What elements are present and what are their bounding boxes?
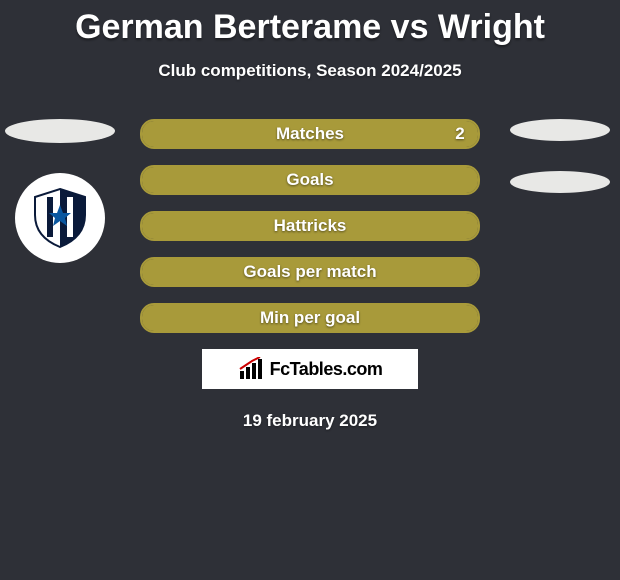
player-avatar-right-1 xyxy=(510,119,610,141)
bar-label: Goals per match xyxy=(142,259,478,285)
bar-right-value: 2 xyxy=(442,121,478,147)
bar-label: Hattricks xyxy=(142,213,478,239)
bar-right-value xyxy=(442,213,478,239)
player-avatar-left xyxy=(5,119,115,143)
bar-label: Min per goal xyxy=(142,305,478,331)
player-avatar-right-2 xyxy=(510,171,610,193)
team-logo-left xyxy=(15,173,105,263)
page-subtitle: Club competitions, Season 2024/2025 xyxy=(0,61,620,81)
right-player-column xyxy=(500,119,620,193)
bar-hattricks: Hattricks xyxy=(140,211,480,241)
comparison-content: Matches 2 Goals Hattricks Goals per matc… xyxy=(0,119,620,431)
stat-bars: Matches 2 Goals Hattricks Goals per matc… xyxy=(140,119,480,333)
bar-right-value xyxy=(442,305,478,331)
bar-matches: Matches 2 xyxy=(140,119,480,149)
bar-min-per-goal: Min per goal xyxy=(140,303,480,333)
brand-logo: FcTables.com xyxy=(202,349,418,389)
brand-name: FcTables.com xyxy=(270,359,383,380)
bar-goals: Goals xyxy=(140,165,480,195)
snapshot-date: 19 february 2025 xyxy=(0,411,620,431)
shield-icon xyxy=(25,183,95,253)
bar-right-value xyxy=(442,259,478,285)
bar-right-value xyxy=(442,167,478,193)
bar-label: Goals xyxy=(142,167,478,193)
left-player-column xyxy=(0,119,120,263)
page-title: German Berterame vs Wright xyxy=(0,0,620,47)
chart-bars-icon xyxy=(238,357,268,381)
bar-label: Matches xyxy=(142,121,478,147)
bar-goals-per-match: Goals per match xyxy=(140,257,480,287)
